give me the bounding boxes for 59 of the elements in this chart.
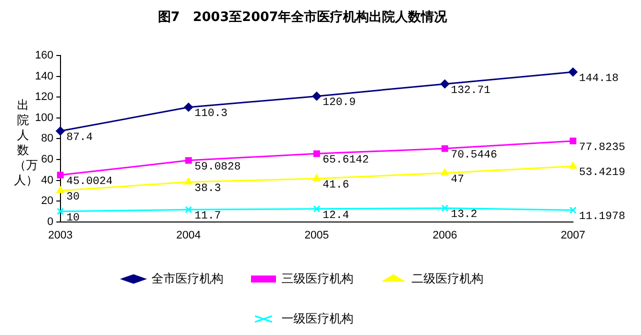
y-tick-label: 0: [47, 216, 54, 228]
x-tick-label: 2004: [176, 229, 201, 242]
legend-label: 一级医疗机构: [282, 311, 354, 326]
y-tick-label: 100: [34, 112, 54, 124]
data-label: 38.3: [194, 182, 221, 195]
data-label: 30: [66, 192, 80, 204]
point: [313, 150, 320, 157]
data-label: 45.0024: [66, 176, 113, 188]
point: [440, 168, 449, 176]
point: [56, 186, 64, 194]
point: [56, 126, 65, 136]
point: [440, 79, 450, 88]
chart-title: 图7 2003至2007年全市医疗机构出院人数情况: [158, 9, 448, 26]
point: [442, 145, 448, 152]
point: [184, 206, 192, 214]
data-label: 70.5446: [450, 149, 498, 162]
y-tick-label: 60: [41, 154, 54, 166]
point: [313, 205, 320, 212]
data-label: 53.4219: [579, 167, 626, 180]
data-label: 11.7: [194, 210, 221, 223]
y-tick-label: 140: [34, 70, 54, 82]
data-label: 10: [66, 212, 80, 224]
data-label: 13.2: [450, 208, 478, 221]
y-tick-label: 80: [41, 132, 54, 145]
point: [185, 157, 192, 164]
y-tick-label: 160: [34, 50, 54, 62]
point: [312, 174, 321, 182]
point: [184, 102, 194, 112]
data-label: 110.3: [194, 108, 228, 120]
data-label: 120.9: [322, 97, 356, 110]
data-label: 11.1978: [579, 211, 626, 224]
data-label: 65.6142: [322, 154, 369, 167]
x-tick-label: 2006: [432, 229, 458, 242]
data-label: 47: [450, 174, 464, 186]
data-label: 41.6: [322, 179, 350, 192]
point: [56, 208, 64, 215]
data-label: 132.71: [450, 84, 491, 97]
point: [569, 162, 577, 169]
point: [441, 204, 448, 212]
point: [568, 68, 578, 77]
legend-label: 全市医疗机构: [152, 271, 224, 286]
data-label: 59.0828: [194, 161, 241, 174]
y-tick-label: 120: [34, 91, 54, 104]
x-tick-label: 2005: [304, 229, 329, 242]
y-tick-label: 40: [41, 174, 54, 186]
data-label: 12.4: [322, 210, 350, 222]
point: [570, 138, 576, 144]
y-tick-label: 20: [41, 195, 54, 208]
legend-label: 二级医疗机构: [412, 271, 484, 286]
x-tick-label: 2003: [48, 229, 73, 242]
data-label: 77.8235: [579, 142, 626, 154]
point: [57, 172, 64, 178]
x-tick-label: 2007: [560, 229, 586, 242]
data-label: 144.18: [579, 72, 619, 85]
point: [569, 206, 577, 214]
point: [184, 178, 192, 185]
legend-label: 三级医疗机构: [282, 271, 354, 286]
data-label: 87.4: [66, 132, 94, 144]
point: [312, 92, 322, 101]
